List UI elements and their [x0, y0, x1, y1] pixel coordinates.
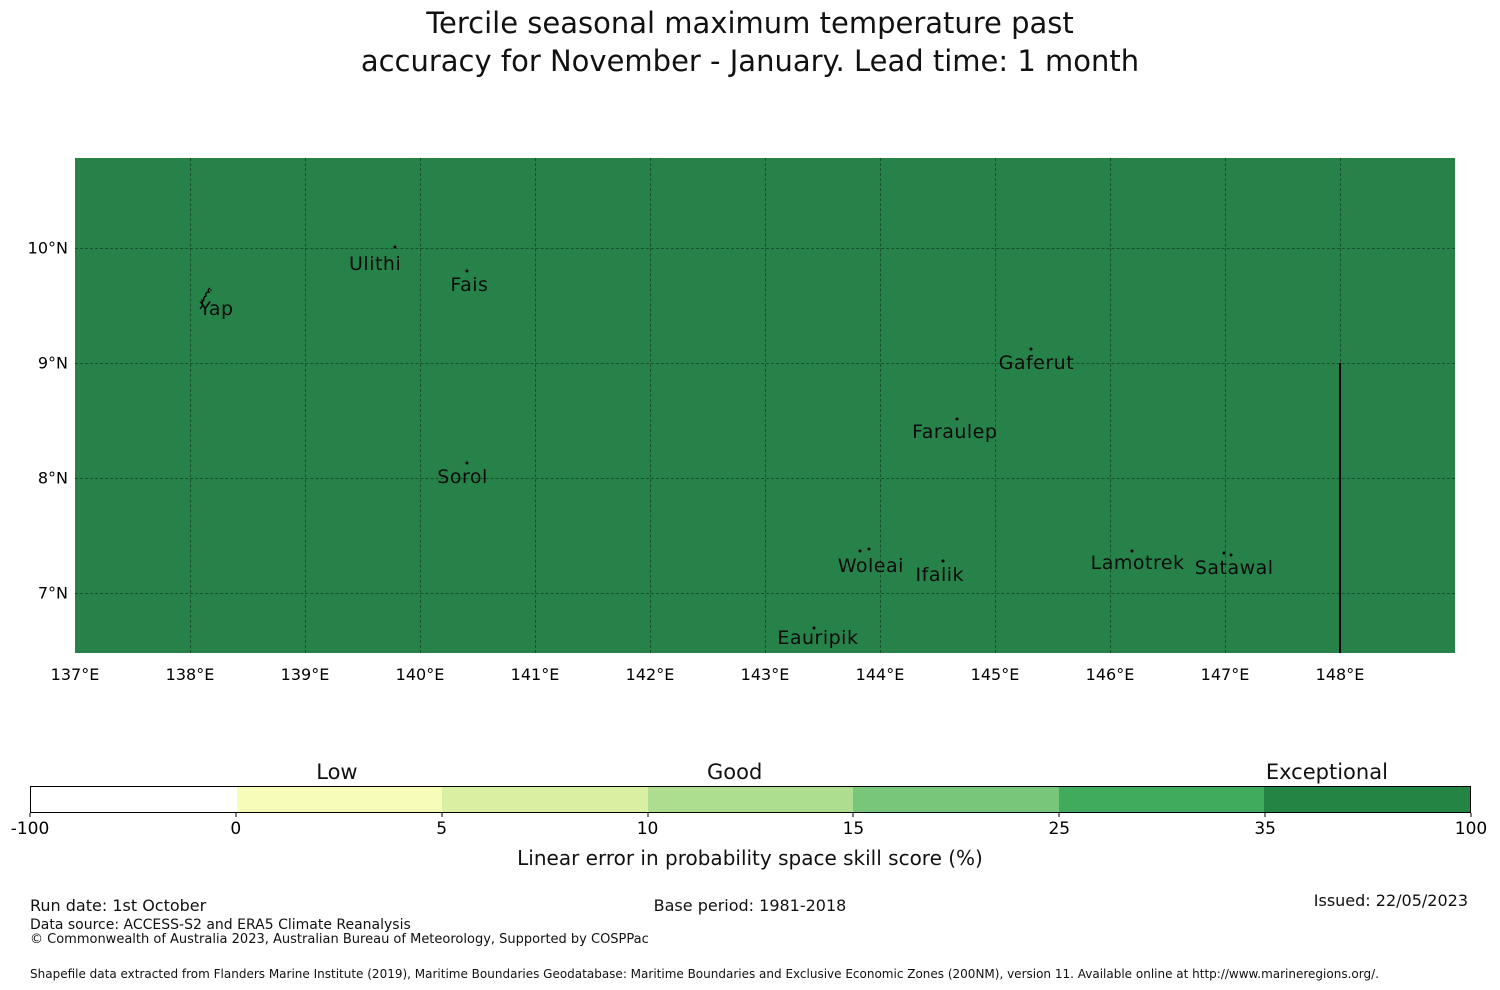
- island-dot-ulithi: [393, 245, 397, 249]
- lon-tick-138e: 138°E: [165, 665, 215, 684]
- gridline-lat-10: [75, 247, 1455, 249]
- latitude-axis: 10°N 9°N 8°N 7°N: [0, 158, 68, 653]
- gridline-lon-139: [305, 158, 306, 653]
- colorbar-segment-35-to-100: [1264, 787, 1471, 812]
- island-label-ifalik: Ifalik: [915, 563, 965, 586]
- colorbar-segment-15-to-25: [853, 787, 1059, 812]
- colorbar-ticklabel-25: 25: [1048, 819, 1071, 839]
- colorbar-segment-5-to-10: [442, 787, 648, 812]
- colorbar-tickmark-5: [441, 813, 443, 817]
- colorbar-ticklabel-10: 10: [636, 819, 659, 839]
- issued-date-text: Issued: 22/05/2023: [1313, 891, 1468, 910]
- colorbar-category-good: Good: [706, 760, 763, 784]
- copyright-text: © Commonwealth of Australia 2023, Austra…: [30, 932, 649, 947]
- island-dot-satawal: [1229, 553, 1233, 557]
- lon-tick-145e: 145°E: [970, 665, 1020, 684]
- gridline-lon-140: [420, 158, 421, 653]
- plot-title-line2: accuracy for November - January. Lead ti…: [360, 44, 1140, 78]
- colorbar-tickmark--100: [29, 813, 31, 817]
- island-dot-ifalik: [941, 559, 945, 563]
- island-dot-woleai: [858, 549, 862, 553]
- base-period-text: Base period: 1981-2018: [653, 896, 847, 915]
- colorbar-ticklabel-5: 5: [436, 819, 448, 839]
- island-label-lamotrek: Lamotrek: [1090, 552, 1185, 575]
- lon-tick-139e: 139°E: [280, 665, 330, 684]
- island-label-ulithi: Ulithi: [349, 252, 402, 275]
- island-dot-satawal: [1222, 551, 1226, 555]
- gridline-lat-8: [75, 478, 1455, 480]
- lon-tick-143e: 143°E: [740, 665, 790, 684]
- yap-island-icon: [199, 287, 212, 310]
- colorbar-segment-0-to-5: [236, 787, 443, 812]
- lon-tick-142e: 142°E: [625, 665, 675, 684]
- colorbar-tickmark-0: [235, 813, 237, 817]
- colorbar-tickmark-15: [852, 813, 854, 817]
- colorbar-ticks: -100 0 5 10 15 25 35 100: [11, 813, 1487, 849]
- colorbar-ticklabel-35: 35: [1254, 819, 1276, 839]
- gridline-lat-9: [75, 362, 1455, 364]
- island-dot-gaferut: [1029, 347, 1033, 351]
- lon-tick-144e: 144°E: [855, 665, 905, 684]
- island-dot-sorol: [465, 461, 469, 465]
- colorbar-segment-10-to-15: [647, 787, 854, 812]
- island-dot-eauripik: [812, 626, 816, 630]
- lon-tick-141e: 141°E: [510, 665, 560, 684]
- island-label-eauripik: Eauripik: [777, 627, 859, 650]
- map-area: Ulithi Fais Yap Gaferut Faraulep Sorol Woleai I…: [75, 158, 1455, 653]
- lon-tick-146e: 146°E: [1085, 665, 1135, 684]
- run-date-text: Run date: 1st October: [30, 896, 207, 915]
- colorbar-ticklabel-100: 100: [1454, 819, 1488, 839]
- colorbar-segment-25-to-35: [1058, 787, 1265, 812]
- lat-tick-10n: 10°N: [27, 238, 68, 258]
- colorbar-tickmark-100: [1470, 813, 1472, 817]
- lat-tick-8n: 8°N: [37, 468, 68, 488]
- colorbar-tickmark-10: [647, 813, 649, 817]
- lon-tick-137e: 137°E: [50, 665, 100, 684]
- colorbar: [30, 786, 1471, 813]
- gridline-lon-141: [535, 158, 536, 653]
- shapefile-attribution-text: Shapefile data extracted from Flanders M…: [30, 967, 1379, 981]
- plot-title-line1: Tercile seasonal maximum temperature pas…: [426, 6, 1074, 40]
- gridline-lon-144: [880, 158, 881, 653]
- gridline-lon-138: [190, 158, 191, 653]
- island-dot-lamotrek: [1130, 549, 1134, 553]
- colorbar-ticklabel--100: -100: [10, 819, 50, 839]
- island-dot-faraulep: [955, 417, 959, 421]
- colorbar-ticklabel-0: 0: [230, 819, 242, 839]
- lat-tick-9n: 9°N: [37, 353, 68, 373]
- island-label-fais: Fais: [450, 273, 489, 296]
- lon-tick-148e: 148°E: [1315, 665, 1365, 684]
- colorbar-tickmark-25: [1058, 813, 1060, 817]
- island-dot-woleai: [867, 547, 870, 551]
- colorbar-axis-label: Linear error in probability space skill …: [517, 846, 983, 870]
- gridline-lon-142: [650, 158, 651, 653]
- lat-tick-7n: 7°N: [37, 583, 68, 603]
- eez-boundary-line: [1339, 362, 1341, 653]
- island-label-satawal: Satawal: [1194, 556, 1274, 579]
- island-label-yap: Yap: [199, 297, 234, 320]
- colorbar-ticklabel-15: 15: [842, 819, 865, 839]
- island-label-faraulep: Faraulep: [912, 420, 998, 443]
- gridline-lon-146: [1110, 158, 1111, 653]
- longitude-axis: 137°E 138°E 139°E 140°E 141°E 142°E 143°E 144°E…: [51, 665, 1455, 689]
- colorbar-category-low: Low: [316, 760, 358, 784]
- lon-tick-140e: 140°E: [395, 665, 445, 684]
- data-source-text: Data source: ACCESS-S2 and ERA5 Climate …: [30, 917, 411, 933]
- island-label-woleai: Woleai: [837, 554, 904, 577]
- gridline-lat-7: [75, 593, 1455, 595]
- island-label-sorol: Sorol: [437, 465, 488, 488]
- gridline-lon-143: [765, 158, 766, 653]
- colorbar-segment--100-to-0: [31, 787, 237, 812]
- island-dot-fais: [465, 269, 469, 273]
- yap-island-shape: [197, 286, 215, 316]
- lon-tick-147e: 147°E: [1200, 665, 1250, 684]
- island-label-gaferut: Gaferut: [998, 351, 1075, 374]
- colorbar-tickmark-35: [1264, 813, 1266, 817]
- colorbar-category-labels: Low Good Exceptional: [30, 760, 1471, 786]
- gridline-lon-147: [1225, 158, 1226, 653]
- colorbar-category-exceptional: Exceptional: [1265, 760, 1388, 784]
- gridline-lon-145: [995, 158, 996, 653]
